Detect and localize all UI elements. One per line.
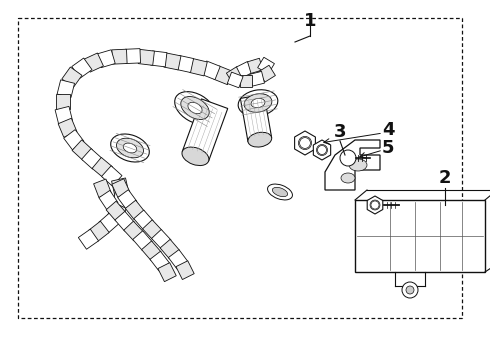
Polygon shape: [81, 149, 102, 169]
Polygon shape: [237, 62, 253, 78]
Ellipse shape: [111, 134, 149, 162]
Polygon shape: [169, 249, 188, 269]
Polygon shape: [72, 58, 92, 78]
Ellipse shape: [188, 102, 202, 114]
Polygon shape: [176, 261, 194, 280]
Polygon shape: [190, 59, 207, 76]
Polygon shape: [78, 229, 98, 249]
Polygon shape: [259, 65, 275, 82]
Polygon shape: [89, 221, 109, 242]
Polygon shape: [143, 220, 162, 239]
Polygon shape: [99, 190, 118, 210]
Polygon shape: [249, 71, 265, 86]
Polygon shape: [72, 140, 93, 160]
Polygon shape: [240, 75, 252, 87]
Polygon shape: [214, 66, 233, 85]
Polygon shape: [134, 210, 153, 230]
Polygon shape: [125, 200, 145, 220]
Circle shape: [371, 201, 379, 209]
Polygon shape: [226, 67, 243, 84]
Polygon shape: [97, 50, 115, 68]
Polygon shape: [182, 99, 228, 161]
Polygon shape: [151, 229, 171, 249]
Polygon shape: [227, 72, 243, 88]
Text: 4: 4: [382, 121, 394, 139]
Polygon shape: [107, 202, 126, 222]
Ellipse shape: [181, 96, 209, 120]
Polygon shape: [201, 61, 220, 80]
Polygon shape: [56, 94, 70, 109]
Polygon shape: [164, 53, 181, 70]
Polygon shape: [92, 157, 113, 178]
Text: 3: 3: [334, 123, 346, 141]
Circle shape: [340, 150, 356, 166]
Polygon shape: [57, 80, 74, 98]
Polygon shape: [115, 211, 134, 231]
Polygon shape: [124, 221, 144, 241]
Ellipse shape: [268, 184, 293, 200]
Bar: [18, 18, 462, 318]
Circle shape: [406, 286, 414, 294]
Polygon shape: [62, 67, 82, 87]
Circle shape: [402, 282, 418, 298]
Ellipse shape: [251, 98, 265, 108]
Ellipse shape: [370, 200, 380, 210]
Polygon shape: [113, 191, 129, 208]
Ellipse shape: [123, 143, 137, 153]
Polygon shape: [138, 49, 154, 65]
Polygon shape: [64, 130, 84, 150]
Polygon shape: [325, 140, 380, 190]
Ellipse shape: [117, 138, 144, 158]
Ellipse shape: [175, 92, 215, 124]
Polygon shape: [294, 131, 316, 155]
Polygon shape: [99, 213, 119, 233]
Polygon shape: [84, 53, 103, 72]
Polygon shape: [142, 241, 161, 261]
Circle shape: [299, 138, 310, 148]
Polygon shape: [112, 179, 130, 197]
Polygon shape: [94, 179, 111, 197]
Ellipse shape: [182, 147, 209, 166]
Polygon shape: [58, 118, 77, 137]
Bar: [355, 200, 485, 272]
Ellipse shape: [248, 132, 271, 147]
Polygon shape: [101, 166, 122, 186]
Ellipse shape: [244, 94, 272, 112]
Polygon shape: [106, 201, 125, 221]
Text: 1: 1: [304, 12, 316, 30]
Ellipse shape: [272, 187, 288, 197]
Text: 2: 2: [439, 169, 451, 187]
Polygon shape: [241, 94, 271, 142]
Polygon shape: [158, 263, 176, 282]
Polygon shape: [258, 57, 274, 74]
Ellipse shape: [341, 173, 355, 183]
Polygon shape: [118, 190, 137, 209]
Ellipse shape: [349, 159, 367, 171]
Polygon shape: [367, 196, 383, 214]
Ellipse shape: [238, 90, 278, 116]
Ellipse shape: [317, 144, 327, 156]
Polygon shape: [112, 178, 129, 195]
Polygon shape: [150, 251, 170, 271]
Circle shape: [318, 145, 326, 154]
Text: 5: 5: [382, 139, 394, 157]
Polygon shape: [112, 49, 127, 64]
Ellipse shape: [298, 136, 312, 150]
Polygon shape: [160, 239, 179, 259]
Polygon shape: [151, 51, 167, 67]
Polygon shape: [176, 55, 194, 72]
Polygon shape: [55, 107, 73, 124]
Polygon shape: [133, 231, 152, 251]
Polygon shape: [125, 49, 141, 64]
Polygon shape: [247, 58, 263, 73]
Polygon shape: [313, 140, 331, 160]
